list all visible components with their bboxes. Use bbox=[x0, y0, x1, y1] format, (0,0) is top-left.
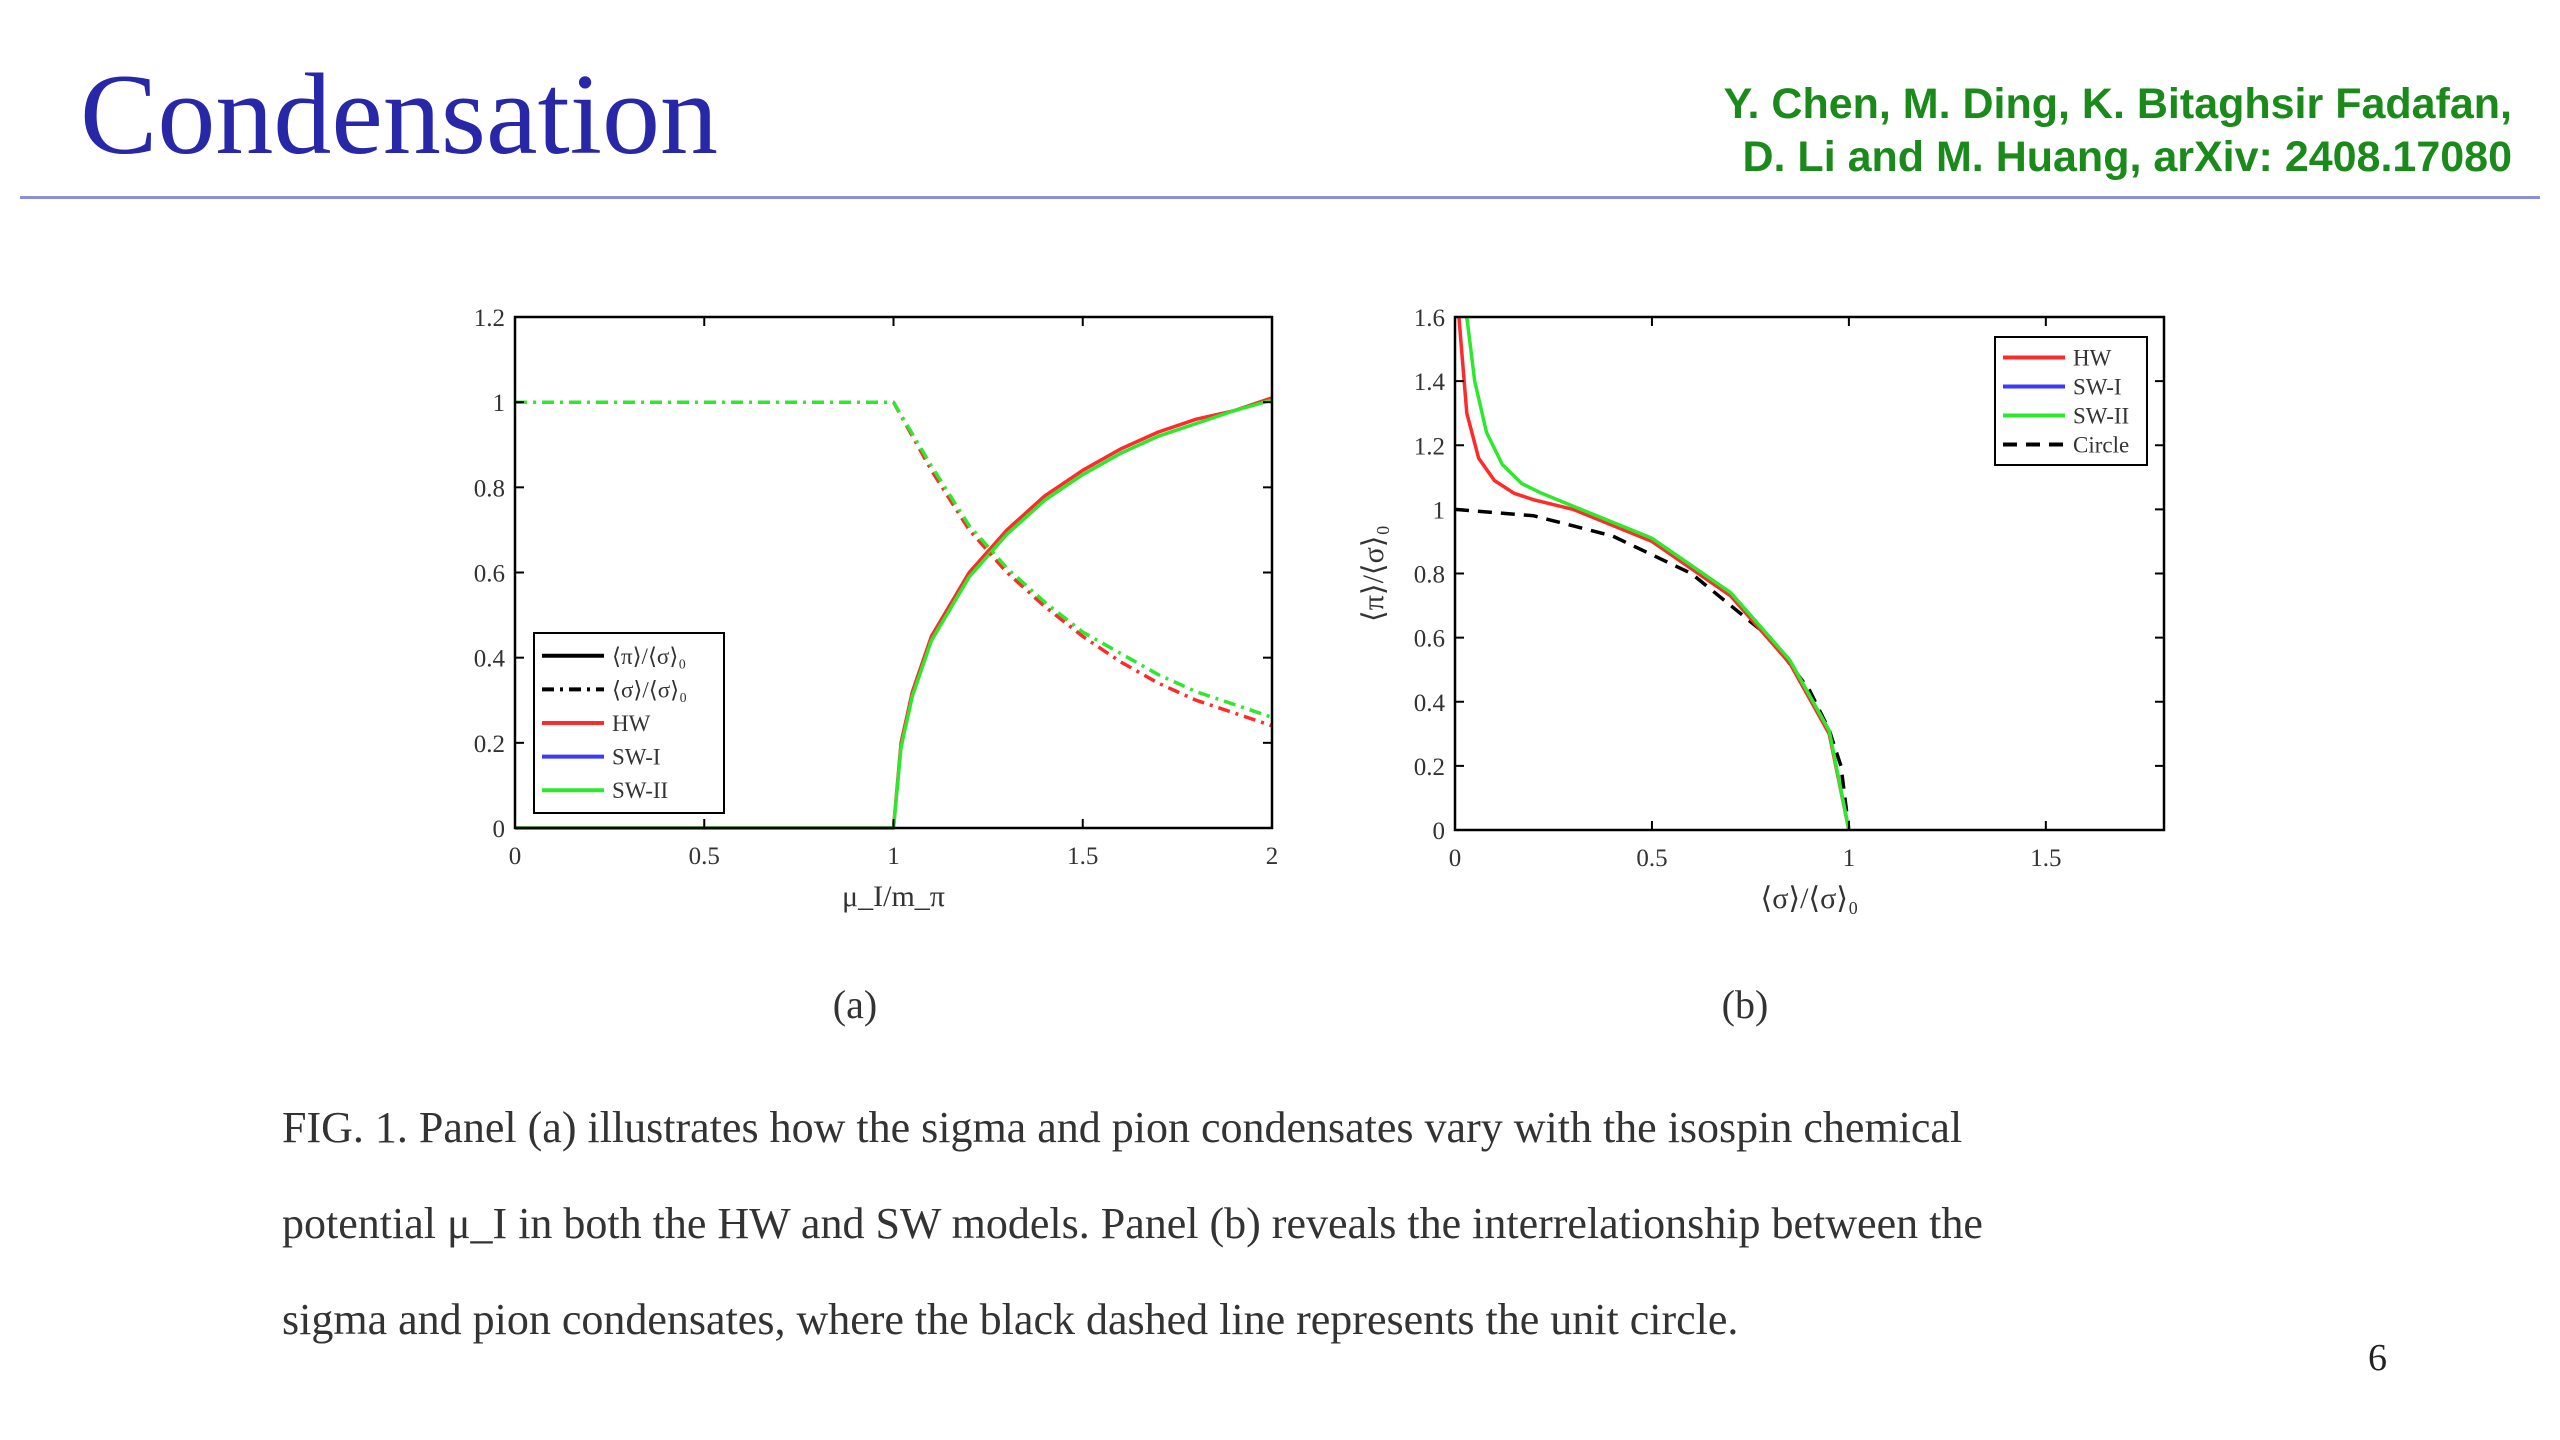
legend-entry-label: Circle bbox=[2073, 433, 2129, 458]
x-tick-label: 0 bbox=[509, 843, 522, 870]
series-line-hw-2 bbox=[515, 400, 1273, 728]
x-tick-label: 2 bbox=[1266, 843, 1279, 870]
y-tick-label: 1 bbox=[1433, 497, 1446, 524]
x-tick-label: 1.5 bbox=[2030, 845, 2061, 872]
author-line-1: Y. Chen, M. Ding, K. Bitaghsir Fadafan, bbox=[1723, 80, 2512, 128]
legend-entry-label: SW-I bbox=[612, 745, 661, 770]
series-line-circle-0 bbox=[1454, 507, 1851, 831]
caption-line-2: potential μ_I in both the HW and SW mode… bbox=[282, 1199, 1983, 1248]
chart-panel-a: 0 0.5 1 1.5 2 0 0.2 0.4 0.6 0.8 1 1.2 μ_I/m_π (a) ⟨π⟩/… bbox=[474, 305, 1279, 1027]
y-tick-label: 1.4 bbox=[1414, 369, 1446, 396]
author-line-2: D. Li and M. Huang, arXiv: 2408.17080 bbox=[1742, 133, 2512, 181]
legend: ⟨π⟩/⟨σ⟩₀ ⟨σ⟩/⟨σ⟩₀ HW SW-I SW-II bbox=[533, 632, 725, 814]
slide-title: Condensation bbox=[80, 51, 718, 179]
y-tick-label: 0 bbox=[1433, 818, 1446, 845]
y-tick-label: 0.2 bbox=[474, 731, 505, 758]
x-tick-label: 1 bbox=[887, 843, 900, 870]
legend-entry-label: SW-II bbox=[612, 778, 668, 803]
x-tick-label: 0.5 bbox=[1636, 845, 1667, 872]
y-tick-label: 1.2 bbox=[1414, 433, 1445, 460]
y-tick-label: 0.4 bbox=[1414, 690, 1446, 717]
caption-line-3: sigma and pion condensates, where the bl… bbox=[282, 1295, 1739, 1344]
author-citation: Y. Chen, M. Ding, K. Bitaghsir Fadafan, … bbox=[1412, 78, 2512, 184]
legend-entry-label: SW-I bbox=[2073, 375, 2122, 400]
x-tick-label: 0.5 bbox=[689, 843, 720, 870]
legend-entry-label: HW bbox=[612, 711, 651, 736]
x-axis-label: ⟨σ⟩/⟨σ⟩₀ bbox=[1761, 882, 1859, 915]
y-tick-label: 0.6 bbox=[474, 561, 505, 588]
series-line-hw-1 bbox=[1457, 316, 1851, 831]
y-tick-label: 0.8 bbox=[1414, 562, 1445, 589]
series-line-sw-ii-2 bbox=[1465, 316, 1851, 831]
legend-entry-label: HW bbox=[2073, 346, 2112, 371]
legend-entry-label: ⟨π⟩/⟨σ⟩₀ bbox=[612, 644, 686, 669]
chart-panel-b: 0 0.5 1 1.5 0 0.2 0.4 0.6 0.8 1 1.2 1.4 1.6 ⟨σ⟩/⟨σ⟩₀ ⟨… bbox=[1357, 305, 2166, 1027]
y-tick-label: 0.4 bbox=[474, 646, 506, 673]
caption-line-1: FIG. 1. Panel (a) illustrates how the si… bbox=[282, 1103, 1963, 1152]
y-tick-label: 0.8 bbox=[474, 475, 505, 502]
y-tick-label: 0.2 bbox=[1414, 754, 1445, 781]
panel-label: (a) bbox=[833, 982, 877, 1027]
y-axis-label: ⟨π⟩/⟨σ⟩₀ bbox=[1357, 525, 1390, 622]
y-tick-label: 1 bbox=[493, 390, 506, 417]
panel-label: (b) bbox=[1722, 982, 1769, 1027]
legend: HW SW-I SW-II Circle bbox=[1994, 336, 2148, 466]
figure-caption: FIG. 1. Panel (a) illustrates how the si… bbox=[282, 1080, 2334, 1368]
legend-entry-label: SW-II bbox=[2073, 404, 2129, 429]
x-tick-label: 1 bbox=[1843, 845, 1856, 872]
x-tick-label: 1.5 bbox=[1067, 843, 1098, 870]
legend-entry-label: ⟨σ⟩/⟨σ⟩₀ bbox=[612, 677, 687, 702]
series-line-sw-ii-1 bbox=[515, 398, 1273, 830]
x-tick-label: 0 bbox=[1449, 845, 1462, 872]
y-tick-label: 1.6 bbox=[1414, 305, 1445, 332]
page-number: 6 bbox=[2368, 1337, 2387, 1379]
y-tick-label: 1.2 bbox=[474, 305, 505, 332]
y-tick-label: 0 bbox=[493, 816, 506, 843]
y-tick-label: 0.6 bbox=[1414, 626, 1445, 653]
series-line-sw-ii-3 bbox=[515, 400, 1273, 719]
x-axis-label: μ_I/m_π bbox=[842, 880, 945, 913]
header-divider bbox=[20, 196, 2540, 199]
